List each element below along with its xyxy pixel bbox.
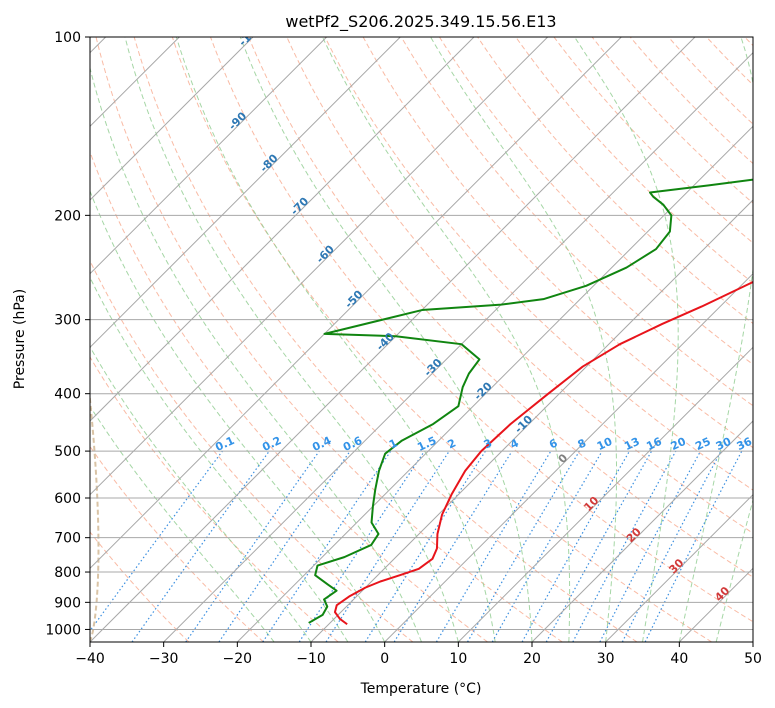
mixing-ratio-lines [90, 450, 743, 642]
isotherm-line [90, 37, 254, 201]
dry-adiabat-line [248, 37, 753, 578]
dry-adiabat-line [324, 37, 753, 491]
dry-adiabat-line [553, 37, 753, 244]
isotherm-label: -100 [236, 20, 265, 49]
y-axis-label: Pressure (hPa) [12, 289, 28, 389]
mixing-ratio-line [393, 450, 513, 642]
isotherm-line [90, 37, 622, 570]
y-tick-label: 500 [54, 444, 81, 460]
y-tick-label: 600 [54, 491, 81, 507]
isotherm-line [90, 37, 401, 349]
plot-frame [89, 36, 754, 643]
x-axis-label: Temperature (°C) [360, 681, 482, 697]
y-axis-ticks: 100 200 300 400 500 600 700 800 900 1000 [45, 30, 90, 638]
mixing-ratio-line [218, 450, 351, 642]
mixing-ratio-label: 36 [735, 435, 755, 453]
mixing-ratio-line [572, 450, 677, 642]
dry-adiabat-line [90, 259, 414, 642]
isotherm-line [90, 37, 549, 496]
moist-adiabat-line [90, 66, 422, 642]
temperature-line [333, 280, 753, 626]
dry-adiabat-line [210, 37, 753, 623]
sounding-series [308, 178, 753, 626]
isotherm-line [90, 37, 475, 422]
mixing-ratio-line [298, 450, 425, 642]
isotherm-line [605, 493, 753, 642]
moist-adiabats [90, 37, 753, 642]
moist-adiabat-line [715, 498, 753, 642]
chart-title: wetPf2_S206.2025.349.15.56.E13 [285, 12, 556, 32]
mixing-ratio-line [545, 450, 653, 642]
mixing-ratio-line [185, 450, 320, 642]
dry-adiabat-line [171, 37, 712, 642]
isotherm-line [90, 37, 328, 275]
isotherm-line [163, 51, 753, 642]
x-axis-ticks: −40 −30 −20 −10 0 10 20 30 40 50 [75, 642, 762, 667]
dry-adiabat-line [591, 37, 753, 204]
x-tick-label: 50 [744, 651, 762, 667]
dry-adiabat-line [439, 37, 753, 366]
dry-adiabat-line [477, 37, 753, 325]
isotherm-line [310, 199, 753, 642]
y-tick-label: 300 [54, 313, 81, 329]
y-tick-label: 200 [54, 208, 81, 224]
mixing-ratio-label: 25 [693, 435, 712, 453]
mixing-ratio-line [325, 450, 450, 642]
pressure-gridlines [90, 37, 753, 630]
isotherms [90, 37, 753, 642]
y-tick-label: 400 [54, 387, 81, 403]
mixing-ratio-label: 20 [669, 435, 689, 453]
y-tick-label: 1000 [45, 622, 81, 638]
dry-adiabat-line [133, 37, 638, 642]
moist-adiabat-line [175, 37, 496, 642]
x-tick-label: −10 [296, 651, 326, 667]
moist-adiabat-line [90, 405, 275, 642]
y-tick-label: 100 [54, 30, 81, 46]
dry-adiabat-line [400, 37, 753, 407]
y-tick-label: 700 [54, 531, 81, 547]
x-tick-label: −40 [75, 651, 105, 667]
isotherm-line [531, 420, 753, 642]
mixing-ratio-label: 16 [644, 435, 664, 453]
y-tick-label: 900 [54, 595, 81, 611]
isotherm-line [90, 37, 696, 642]
isotherm-line [457, 346, 753, 642]
moist-adiabat-line [322, 37, 571, 642]
x-tick-label: 40 [670, 651, 688, 667]
mixing-ratio-line [90, 450, 223, 632]
moist-adiabat-line [90, 276, 349, 642]
dry-adiabat-line [90, 150, 488, 642]
moist-adiabat-line [430, 37, 618, 642]
x-tick-label: −20 [223, 651, 253, 667]
moist-adiabat-line [678, 37, 753, 642]
moist-adiabat-line [124, 37, 459, 642]
mixing-ratio-line [262, 450, 392, 642]
x-tick-label: −30 [149, 651, 179, 667]
dry-adiabat-line [95, 37, 563, 642]
moist-adiabat-line [574, 37, 679, 642]
y-tick-label: 800 [54, 565, 81, 581]
x-tick-label: 20 [523, 651, 541, 667]
x-tick-label: 0 [380, 651, 389, 667]
isotherm-line [384, 272, 753, 642]
x-tick-label: 30 [597, 651, 615, 667]
mixing-ratio-label: 10 [595, 435, 615, 453]
mixing-ratio-line [644, 450, 743, 642]
moist-adiabat-line [90, 189, 386, 642]
moist-adiabat-line [239, 37, 533, 642]
dry-adiabat-line [90, 531, 190, 642]
x-tick-label: 10 [449, 651, 467, 667]
dewpoint-line [308, 178, 753, 624]
mixing-ratio-label: 13 [622, 435, 641, 453]
dry-adiabat-line [286, 37, 753, 534]
mixing-ratio-line [131, 450, 270, 642]
mixing-ratio-line [521, 450, 631, 642]
isotherm-line [236, 125, 753, 642]
mixing-ratio-label: 30 [714, 435, 734, 453]
